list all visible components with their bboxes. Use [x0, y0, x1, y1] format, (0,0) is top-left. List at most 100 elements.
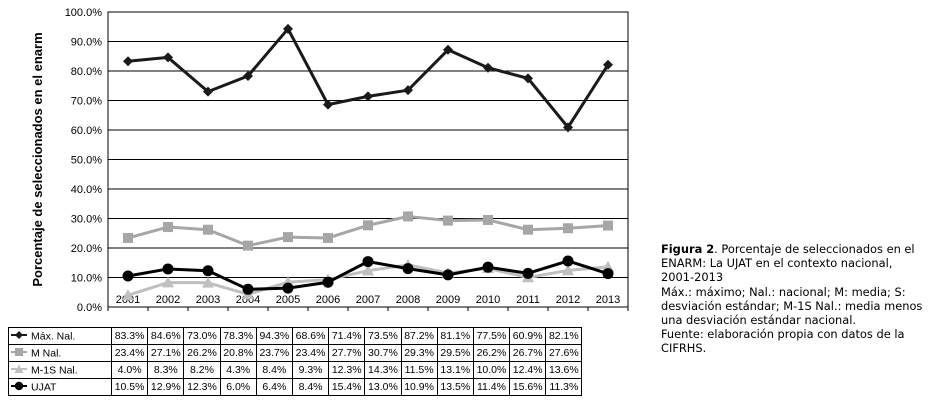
data-point: [203, 86, 213, 97]
table-cell: 8.4%: [291, 378, 330, 396]
data-point: [482, 261, 494, 273]
table-cell: 13.5%: [436, 378, 474, 396]
data-point: [563, 122, 573, 133]
table-cell: 29.3%: [400, 344, 438, 362]
table-cell: 23.4%: [110, 344, 149, 362]
data-point: [603, 220, 613, 231]
table-cell: 12.4%: [509, 361, 547, 379]
x-tick-label: 2007: [356, 294, 380, 306]
table-cell: 15.4%: [328, 378, 366, 396]
x-tick-label: 2002: [156, 294, 180, 306]
table-cell: 60.9%: [509, 327, 547, 345]
series-name: M Nal.: [31, 346, 62, 359]
table-cell: 10.5%: [110, 378, 149, 396]
x-tick-label: 2012: [556, 294, 580, 306]
x-tick-label: 2009: [436, 294, 460, 306]
table-cell: 82.1%: [545, 327, 583, 345]
table-cell: 71.4%: [328, 327, 366, 345]
data-point: [123, 232, 133, 243]
table-row: Máx. Nal. 83.3% 84.6% 73.0% 78.3% 94.3% 68.6% 7…: [8, 327, 583, 345]
table-cell: 11.4%: [472, 378, 511, 396]
table-cell: 12.3%: [183, 378, 221, 396]
data-point: [403, 85, 413, 96]
table-cell: 15.6%: [509, 378, 547, 396]
figure-caption: Figura 2. Porcentaje de seleccionados en…: [661, 242, 929, 356]
table-cell: 27.7%: [328, 344, 366, 362]
plot-frame: [107, 11, 629, 308]
data-point: [322, 276, 334, 288]
y-tick-label: 30.0%: [71, 214, 102, 226]
y-tick-label: 80.0%: [71, 66, 102, 78]
y-tick-label: 50.0%: [71, 155, 102, 167]
data-point: [562, 264, 574, 276]
x-tick-label: 2005: [276, 294, 300, 306]
table-cell: 23.7%: [255, 344, 293, 362]
data-point: [243, 71, 253, 82]
data-point: [523, 73, 533, 84]
data-point: [283, 232, 293, 243]
y-tick-label: 0.0%: [77, 302, 102, 314]
data-point: [163, 52, 173, 63]
table-cell: 8.3%: [147, 361, 185, 379]
table-cell: 68.6%: [291, 327, 330, 345]
table-cell: 27.6%: [545, 344, 583, 362]
data-point: [202, 265, 214, 277]
data-point: [443, 215, 453, 226]
table-cell: 8.4%: [255, 361, 293, 379]
x-tick-label: 2013: [596, 294, 620, 306]
legend-entry: M Nal.: [8, 344, 112, 362]
y-tick-label: 20.0%: [71, 243, 102, 255]
y-tick-label: 40.0%: [71, 184, 102, 196]
figure-label: Figura 2: [661, 242, 715, 256]
x-tick-label: 2006: [316, 294, 340, 306]
table-cell: 14.3%: [364, 361, 402, 379]
table-cell: 73.5%: [364, 327, 402, 345]
table-cell: 10.9%: [400, 378, 438, 396]
table-cell: 87.2%: [400, 327, 438, 345]
data-point: [123, 56, 133, 67]
data-point: [282, 282, 294, 294]
series-name: Máx. Nal.: [31, 329, 76, 342]
circle-marker-icon: [11, 381, 27, 394]
diamond-marker-icon: [11, 330, 27, 343]
table-cell: 6.0%: [219, 378, 257, 396]
caption-title-text: . Porcentaje de seleccionados en el ENAR…: [661, 242, 915, 285]
table-cell: 10.0%: [472, 361, 511, 379]
table-cell: 29.5%: [436, 344, 474, 362]
data-point: [203, 224, 213, 235]
data-point: [362, 264, 374, 276]
data-point: [363, 91, 373, 102]
data-point: [602, 260, 614, 272]
table-cell: 11.3%: [545, 378, 583, 396]
table-cell: 30.7%: [364, 344, 402, 362]
data-point: [122, 289, 134, 300]
table-cell: 12.9%: [147, 378, 185, 396]
table-cell: 83.3%: [110, 327, 149, 345]
table-cell: 26.2%: [183, 344, 221, 362]
table-cell: 26.2%: [472, 344, 511, 362]
x-tick-label: 2004: [236, 294, 260, 306]
table-cell: 73.0%: [183, 327, 221, 345]
data-point: [122, 270, 134, 282]
data-point: [162, 263, 174, 275]
data-point: [323, 99, 333, 110]
table-cell: 9.3%: [291, 361, 330, 379]
table-cell: 20.8%: [219, 344, 257, 362]
data-point: [442, 269, 454, 281]
square-marker-icon: [11, 347, 27, 360]
table-row: UJAT 10.5% 12.9% 12.3% 6.0% 6.4% 8.4% 15.4% 13.0…: [8, 378, 583, 396]
chart-area: 0.0% 10.0% 20.0% 30.0% 40.0% 50.0% 60.0% 70.0% 8…: [8, 7, 629, 396]
table-cell: 78.3%: [219, 327, 257, 345]
data-point: [402, 263, 414, 275]
table-cell: 4.0%: [110, 361, 149, 379]
data-point: [602, 268, 614, 280]
data-point: [443, 44, 453, 55]
data-point: [523, 224, 533, 235]
data-point: [483, 62, 493, 73]
y-axis-label: Porcentaje de seleccionados en el enarm: [30, 32, 45, 286]
table-cell: 4.3%: [219, 361, 257, 379]
data-point: [603, 59, 613, 70]
table-cell: 11.5%: [400, 361, 438, 379]
table-cell: 27.1%: [147, 344, 185, 362]
series-name: UJAT: [31, 380, 57, 393]
